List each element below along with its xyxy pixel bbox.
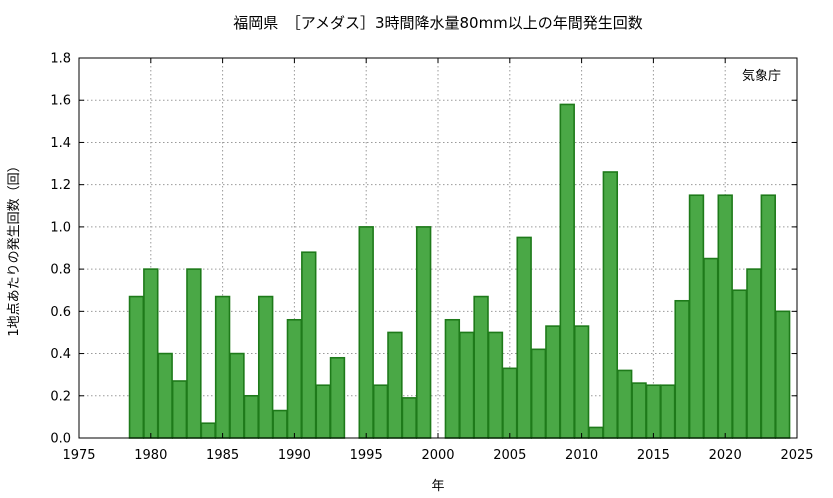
bar-1993: [329, 356, 346, 439]
bar-2004: [487, 331, 504, 439]
bar-2019: [703, 257, 719, 439]
bar-2015: [645, 384, 662, 439]
bar-2006: [516, 236, 532, 439]
bar-1979: [128, 295, 145, 439]
bar-1997: [387, 331, 403, 439]
bar-2003: [473, 295, 489, 439]
bar-1989: [272, 409, 288, 439]
x-tick-label: 1995: [350, 448, 383, 463]
bar-1983: [186, 268, 202, 439]
y-tick-label: 1.0: [50, 220, 71, 235]
bar-1987: [243, 394, 260, 439]
bar-1986: [229, 352, 245, 439]
source-label: 気象庁: [742, 68, 781, 84]
y-tick-label: 1.4: [50, 136, 71, 151]
x-axis: 1975 1980 1985 1990 1995 2000 2005 2010 2015 2020…: [62, 58, 814, 463]
y-tick-label: 0.4: [50, 347, 71, 362]
bar-2011: [588, 426, 604, 439]
x-tick-label: 1980: [134, 448, 167, 463]
bar-1981: [157, 352, 173, 439]
bar-1980: [143, 268, 159, 439]
y-axis-title: 1地点あたりの発生回数（回）: [7, 159, 22, 336]
bar-2022: [746, 268, 762, 439]
bar-2008: [545, 325, 561, 439]
bar-1991: [301, 251, 317, 439]
bar-1982: [171, 380, 188, 439]
bar-2016: [660, 384, 676, 439]
bar-2013: [616, 369, 633, 439]
x-tick-label: 1975: [62, 448, 95, 463]
x-tick-label: 1985: [206, 448, 239, 463]
x-axis-title: 年: [431, 479, 444, 494]
bar-1999: [415, 226, 432, 439]
chart-title: 福岡県 ［アメダス］3時間降水量80mm以上の年間発生回数: [233, 14, 643, 32]
y-tick-label: 1.8: [50, 52, 71, 67]
x-tick-label: 2010: [565, 448, 598, 463]
bar-2021: [731, 289, 748, 439]
x-tick-label: 2025: [780, 448, 813, 463]
bar-2005: [502, 367, 518, 439]
bar-1992: [315, 384, 331, 439]
x-tick-label: 2015: [637, 448, 670, 463]
y-tick-label: 0.8: [50, 263, 71, 278]
bar-2020: [717, 194, 733, 439]
bar-2012: [602, 171, 619, 439]
bar-1995: [358, 226, 374, 439]
bar-2024: [774, 310, 791, 439]
y-tick-label: 1.2: [50, 178, 71, 193]
bar-2014: [631, 382, 647, 439]
y-tick-label: 1.6: [50, 94, 71, 109]
x-tick-label: 2020: [709, 448, 742, 463]
bar-2017: [674, 299, 690, 439]
bar-1988: [257, 295, 274, 439]
bar-1998: [401, 397, 417, 439]
bars: [128, 103, 791, 439]
bar-1984: [200, 422, 216, 439]
bar-2007: [530, 348, 547, 439]
x-tick-label: 2000: [421, 448, 454, 463]
bar-2010: [573, 325, 590, 439]
y-tick-label: 0.6: [50, 305, 71, 320]
y-tick-label: 0.2: [50, 389, 71, 404]
bar-1985: [214, 295, 231, 439]
bar-2018: [688, 194, 705, 439]
bar-1990: [286, 318, 303, 439]
y-tick-label: 0.0: [50, 432, 71, 447]
bar-2002: [459, 331, 475, 439]
x-tick-label: 2005: [493, 448, 526, 463]
bar-2023: [760, 194, 776, 439]
y-axis: 0.0 0.2 0.4 0.6 0.8 1.0 1.2 1.4 1.6 1.8: [50, 52, 797, 447]
x-tick-label: 1990: [278, 448, 311, 463]
bar-1996: [372, 384, 389, 439]
bar-2001: [444, 318, 461, 439]
bar-2009: [559, 103, 575, 439]
